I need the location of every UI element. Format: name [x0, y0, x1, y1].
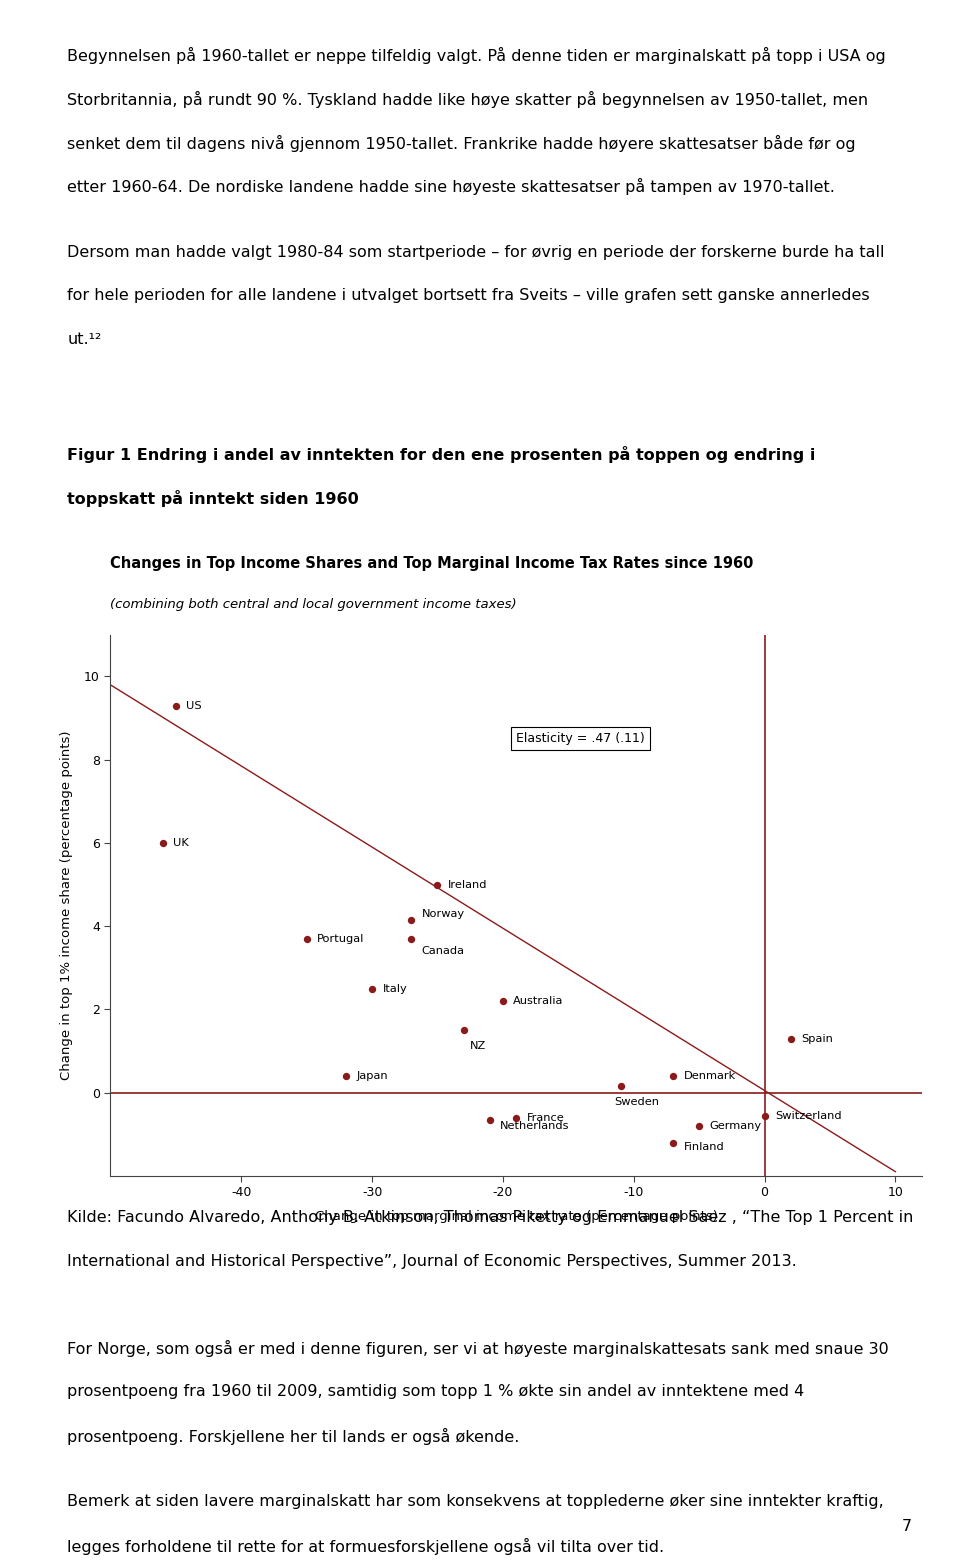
Text: For Norge, som også er med i denne figuren, ser vi at høyeste marginalskattesats: For Norge, som også er med i denne figur…: [67, 1341, 889, 1358]
Text: Portugal: Portugal: [317, 933, 365, 944]
Text: Elasticity = .47 (.11): Elasticity = .47 (.11): [516, 732, 645, 745]
Text: Begynnelsen på 1960-tallet er neppe tilfeldig valgt. På denne tiden er marginals: Begynnelsen på 1960-tallet er neppe tilf…: [67, 47, 886, 64]
Text: Dersom man hadde valgt 1980-84 som startperiode – for øvrig en periode der forsk: Dersom man hadde valgt 1980-84 som start…: [67, 245, 885, 260]
Text: International and Historical Perspective”, Journal of Economic Perspectives, Sum: International and Historical Perspective…: [67, 1254, 797, 1269]
Text: 7: 7: [901, 1518, 912, 1534]
Text: Japan: Japan: [356, 1071, 388, 1080]
Y-axis label: Change in top 1% income share (percentage points): Change in top 1% income share (percentag…: [60, 731, 73, 1080]
Text: ut.¹²: ut.¹²: [67, 332, 102, 347]
Text: Finland: Finland: [684, 1142, 724, 1152]
Text: Italy: Italy: [382, 983, 407, 994]
Point: [338, 1063, 353, 1088]
Text: Bemerk at siden lavere marginalskatt har som konsekvens at topplederne øker sine: Bemerk at siden lavere marginalskatt har…: [67, 1494, 884, 1508]
Text: (combining both central and local government income taxes): (combining both central and local govern…: [110, 599, 517, 612]
Point: [756, 1102, 772, 1127]
Text: Figur 1 Endring i andel av inntekten for den ene prosenten på toppen og endring : Figur 1 Endring i andel av inntekten for…: [67, 447, 816, 464]
Text: Storbritannia, på rundt 90 %. Tyskland hadde like høye skatter på begynnelsen av: Storbritannia, på rundt 90 %. Tyskland h…: [67, 91, 869, 108]
Text: Canada: Canada: [421, 946, 465, 956]
X-axis label: Change in top marginal income tax rate (percentage points): Change in top marginal income tax rate (…: [315, 1210, 717, 1223]
Point: [299, 927, 314, 952]
Text: Ireland: Ireland: [448, 880, 488, 889]
Text: for hele perioden for alle landene i utvalget bortsett fra Sveits – ville grafen: for hele perioden for alle landene i utv…: [67, 289, 870, 303]
Text: Kilde: Facundo Alvaredo, Anthony B. Atkinson, Thomas Piketty og Emmanuel Saez , : Kilde: Facundo Alvaredo, Anthony B. Atki…: [67, 1210, 914, 1225]
Text: Spain: Spain: [802, 1033, 833, 1044]
Text: senket dem til dagens nivå gjennom 1950-tallet. Frankrike hadde høyere skattesat: senket dem til dagens nivå gjennom 1950-…: [67, 135, 855, 152]
Text: Germany: Germany: [709, 1121, 762, 1131]
Text: Sweden: Sweden: [614, 1098, 660, 1107]
Text: etter 1960-64. De nordiske landene hadde sine høyeste skattesatser på tampen av : etter 1960-64. De nordiske landene hadde…: [67, 179, 835, 196]
Text: Switzerland: Switzerland: [775, 1110, 842, 1121]
Text: Changes in Top Income Shares and Top Marginal Income Tax Rates since 1960: Changes in Top Income Shares and Top Mar…: [110, 557, 754, 571]
Text: US: US: [186, 701, 202, 710]
Point: [403, 908, 419, 933]
Point: [482, 1107, 497, 1132]
Text: NZ: NZ: [470, 1041, 487, 1051]
Text: UK: UK: [173, 837, 189, 848]
Text: legges forholdene til rette for at formuesforskjellene også vil tilta over tid.: legges forholdene til rette for at formu…: [67, 1538, 664, 1555]
Text: Denmark: Denmark: [684, 1071, 735, 1080]
Point: [665, 1063, 681, 1088]
Text: prosentpoeng fra 1960 til 2009, samtidig som topp 1 % økte sin andel av inntekte: prosentpoeng fra 1960 til 2009, samtidig…: [67, 1385, 804, 1399]
Point: [430, 872, 445, 897]
Text: Netherlands: Netherlands: [500, 1121, 570, 1131]
Point: [691, 1113, 707, 1138]
Point: [365, 975, 380, 1000]
Text: France: France: [526, 1113, 564, 1123]
Point: [783, 1025, 799, 1051]
Point: [509, 1105, 524, 1131]
Point: [456, 1018, 471, 1043]
Point: [403, 927, 419, 952]
Text: toppskatt på inntekt siden 1960: toppskatt på inntekt siden 1960: [67, 491, 359, 506]
Point: [168, 693, 183, 718]
Point: [613, 1074, 629, 1099]
Point: [156, 831, 171, 856]
Text: Norway: Norway: [421, 909, 465, 919]
Point: [495, 988, 511, 1013]
Text: Australia: Australia: [514, 996, 564, 1007]
Text: prosentpoeng. Forskjellene her til lands er også økende.: prosentpoeng. Forskjellene her til lands…: [67, 1428, 519, 1444]
Point: [665, 1131, 681, 1156]
